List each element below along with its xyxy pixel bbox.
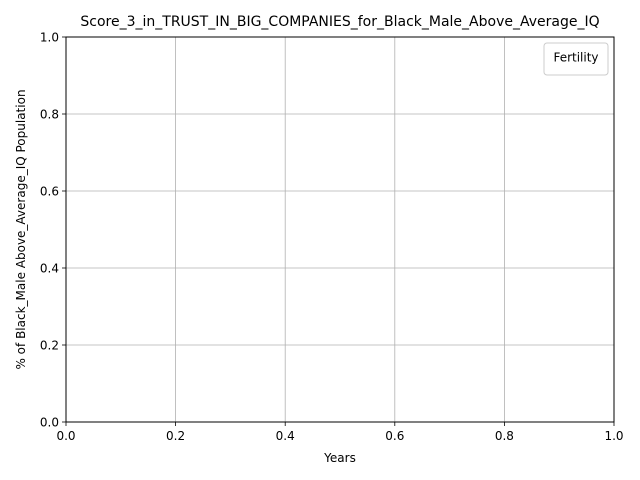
y-tick-label: 0.4: [40, 262, 59, 276]
x-tick-label: 0.0: [56, 429, 75, 443]
x-axis-label: Years: [323, 451, 356, 465]
x-tick-label: 1.0: [604, 429, 623, 443]
chart-title: Score_3_in_TRUST_IN_BIG_COMPANIES_for_Bl…: [80, 14, 599, 30]
x-tick-label: 0.8: [495, 429, 514, 443]
grid: [65, 36, 615, 423]
y-tick-label: 0.8: [40, 108, 59, 122]
legend-title: Fertility: [553, 51, 598, 65]
plot-frame: [65, 36, 615, 423]
y-tick-label: 0.6: [40, 185, 59, 199]
legend: Fertility: [543, 42, 609, 76]
y-axis: 0.0 0.2 0.4 0.6 0.8 1.0: [40, 31, 66, 430]
legend-box: [543, 42, 609, 76]
x-axis: 0.0 0.2 0.4 0.6 0.8 1.0: [56, 422, 624, 443]
x-tick-label: 0.6: [385, 429, 404, 443]
y-tick-label: 0.0: [40, 416, 59, 430]
y-tick-label: 1.0: [40, 31, 59, 45]
y-tick-label: 0.2: [40, 339, 59, 353]
x-tick-label: 0.4: [276, 429, 295, 443]
plot-area: [66, 37, 614, 422]
y-axis-label: % of Black_Male Above_Average_IQ Populat…: [14, 89, 28, 369]
x-tick-label: 0.2: [166, 429, 185, 443]
